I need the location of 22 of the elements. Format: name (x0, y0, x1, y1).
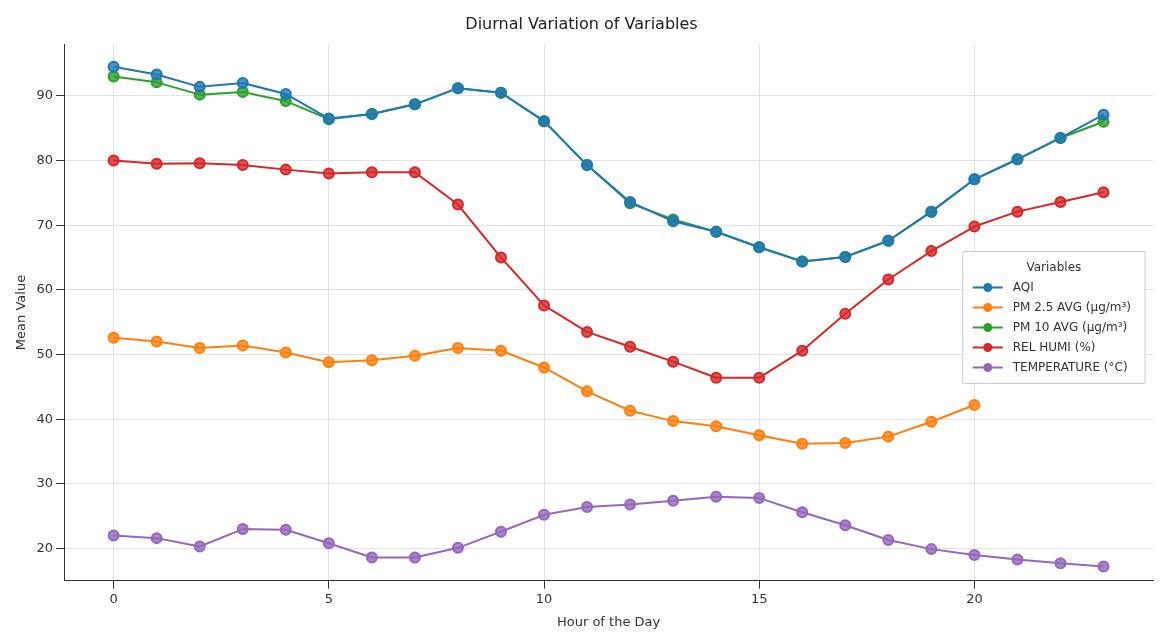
x-tick-label: 5 (324, 590, 333, 606)
y-tick-label: 40 (36, 410, 54, 426)
y-tick-label: 90 (36, 87, 54, 103)
y-tick-label: 20 (36, 539, 54, 555)
y-axis-title: Mean Value (13, 274, 29, 351)
x-tick-label: 15 (750, 590, 768, 606)
legend-label: TEMPERATURE (°C) (1011, 359, 1128, 374)
y-tick-label: 80 (36, 151, 54, 167)
chart-title: Diurnal Variation of Variables (465, 13, 698, 33)
legend-label: PM 2.5 AVG (µg/m³) (1012, 299, 1132, 314)
y-tick-label: 60 (36, 281, 54, 297)
legend-label: REL HUMI (%) (1012, 339, 1096, 354)
legend-label: PM 10 AVG (µg/m³) (1012, 319, 1128, 334)
y-tick-label: 30 (36, 475, 54, 491)
x-axis-title: Hour of the Day (556, 613, 661, 629)
legend-title: Variables (1026, 259, 1082, 274)
y-tick-label: 50 (36, 345, 54, 361)
x-tick-label: 0 (109, 590, 118, 606)
x-tick-label: 10 (535, 590, 553, 606)
legend-label: AQI (1012, 279, 1034, 294)
x-tick-label: 20 (966, 590, 983, 606)
y-tick-label: 70 (36, 216, 54, 232)
